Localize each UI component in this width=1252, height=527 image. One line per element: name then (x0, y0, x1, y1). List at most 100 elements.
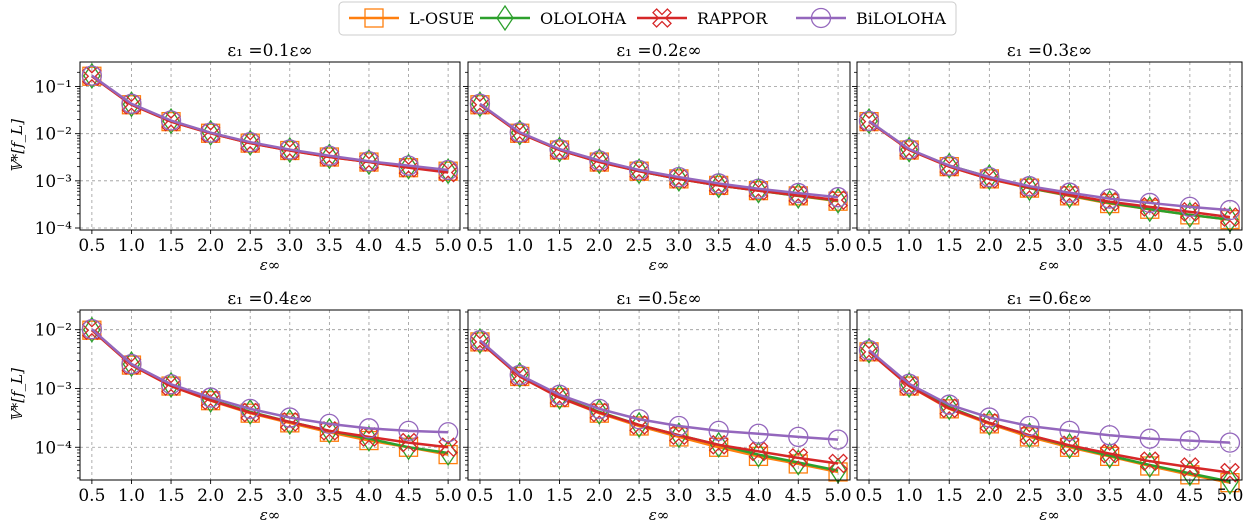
data-point-RAPPOR (279, 411, 300, 432)
data-point-L-OSUE (979, 414, 999, 434)
series-line-L-OSUE (868, 350, 1231, 484)
data-point-RAPPOR (708, 434, 729, 455)
data-point-RAPPOR (1179, 457, 1200, 478)
data-point-BiLOLOHA (549, 384, 570, 405)
data-point-RAPPOR (939, 398, 960, 419)
data-point-OLOLOHA (83, 316, 101, 343)
data-point-BiLOLOHA (549, 138, 570, 160)
plot-frame (856, 309, 1243, 481)
x-tick-label: 0.5 (466, 236, 493, 256)
data-point-RAPPOR (438, 437, 459, 458)
chart-panel: 0.5 1.0 1.5 2.0 2.5 3.0 3.5 4.0 4.5 5.0 ε₁ =0.6ε∞ ε… (852, 289, 1243, 524)
data-point-OLOLOHA (83, 62, 101, 90)
data-point-BiLOLOHA (437, 159, 459, 181)
legend-marker-BiLOLOHA (810, 7, 832, 29)
data-point-BiLOLOHA (1099, 425, 1120, 446)
data-point-L-OSUE (1220, 473, 1240, 493)
series-line-BiLOLOHA (868, 349, 1231, 444)
data-point-RAPPOR (1220, 462, 1240, 483)
chart-title: ε₁ =0.1ε∞ (227, 41, 312, 61)
y-tick-label: 10⁻² (35, 125, 72, 145)
data-point-BiLOLOHA (398, 420, 419, 442)
data-point-BiLOLOHA (748, 423, 769, 444)
data-point-RAPPOR (589, 402, 610, 423)
data-point-OLOLOHA (360, 148, 378, 176)
x-tick-label: 2.0 (586, 486, 613, 506)
x-tick-label: 3.0 (665, 486, 692, 506)
x-tick-label: 3.0 (1056, 486, 1083, 506)
data-point-BiLOLOHA (589, 150, 610, 171)
data-point-BiLOLOHA (200, 387, 221, 408)
x-tick-label: 5.0 (435, 486, 462, 506)
x-tick-label: 1.5 (936, 236, 963, 256)
data-point-RAPPOR (1059, 435, 1080, 456)
x-tick-label: 1.5 (936, 486, 963, 506)
data-point-BiLOLOHA (279, 139, 300, 160)
series-line-BiLOLOHA (479, 102, 839, 199)
series-line-BiLOLOHA (91, 328, 449, 434)
data-point-RAPPOR (788, 185, 809, 206)
series-line-L-OSUE (91, 329, 449, 456)
series-line-RAPPOR (868, 350, 1231, 474)
series-line-BiLOLOHA (91, 74, 449, 172)
x-tick-label: 1.5 (158, 236, 185, 256)
series-line-RAPPOR (868, 120, 1231, 219)
y-tick-label: 10⁻² (35, 321, 72, 341)
data-point-OLOLOHA (1221, 468, 1239, 495)
plot-frame (79, 61, 461, 231)
series-line-OLOLOHA (91, 74, 449, 173)
data-point-BiLOLOHA (628, 409, 650, 430)
plot-frame (467, 61, 851, 231)
y-axis-label: 𝕍*[f_L] (8, 368, 26, 422)
x-tick-label: 2.0 (197, 236, 224, 256)
data-point-OLOLOHA (670, 422, 688, 449)
x-tick-label: 2.5 (626, 236, 653, 256)
data-point-RAPPOR (1139, 451, 1160, 472)
x-tick-label: 3.5 (316, 236, 343, 256)
legend-marker-OLOLOHA (496, 4, 514, 32)
x-tick-label: 1.5 (158, 486, 185, 506)
data-point-BiLOLOHA (469, 93, 491, 114)
y-axis-label: 𝕍*[f_L] (8, 119, 26, 173)
data-point-BiLOLOHA (708, 420, 729, 442)
data-point-OLOLOHA (749, 177, 768, 204)
x-tick-label: 3.0 (1056, 236, 1083, 256)
data-point-OLOLOHA (590, 148, 609, 175)
data-point-BiLOLOHA (1019, 176, 1040, 197)
x-tick-label: 1.0 (506, 236, 533, 256)
data-point-OLOLOHA (1020, 422, 1039, 449)
data-point-RAPPOR (319, 420, 340, 441)
data-point-OLOLOHA (940, 152, 959, 179)
data-point-OLOLOHA (630, 158, 648, 185)
x-tick-label: 0.5 (78, 486, 105, 506)
x-tick-label: 2.5 (1016, 486, 1043, 506)
data-point-BiLOLOHA (898, 373, 920, 394)
x-tick-label: 2.5 (237, 236, 264, 256)
data-point-BiLOLOHA (160, 110, 182, 131)
chart-panel: 0.5 1.0 1.5 2.0 2.5 3.0 3.5 4.0 4.5 5.0 ε₁ =0.5ε∞ ε… (463, 289, 852, 524)
data-point-BiLOLOHA (1139, 192, 1160, 214)
data-point-RAPPOR (1139, 196, 1160, 217)
y-tick-label: 10⁻³ (35, 379, 72, 399)
data-point-BiLOLOHA (319, 413, 340, 435)
data-point-BiLOLOHA (939, 394, 960, 415)
data-point-RAPPOR (1179, 201, 1200, 222)
x-tick-label: 4.5 (785, 236, 812, 256)
series-line-L-OSUE (479, 340, 839, 474)
x-tick-label: 3.5 (1096, 486, 1123, 506)
x-tick-label: 4.0 (745, 236, 772, 256)
data-point-RAPPOR (438, 162, 459, 183)
legend: L-OSUE OLOLOHA RAPPOR BiLOLOHA (338, 1, 957, 36)
data-point-BiLOLOHA (121, 353, 142, 375)
data-point-BiLOLOHA (437, 422, 459, 443)
x-tick-label: 5.0 (1216, 236, 1243, 256)
legend-marker-RAPPOR (652, 8, 672, 28)
x-axis-label: ε∞ (649, 506, 670, 524)
x-tick-label: 3.0 (276, 486, 303, 506)
x-tick-label: 5.0 (825, 236, 852, 256)
data-point-BiLOLOHA (121, 93, 142, 114)
data-point-BiLOLOHA (788, 182, 809, 204)
x-tick-label: 2.0 (976, 486, 1003, 506)
data-point-RAPPOR (828, 190, 848, 211)
series-line-OLOLOHA (868, 349, 1231, 483)
